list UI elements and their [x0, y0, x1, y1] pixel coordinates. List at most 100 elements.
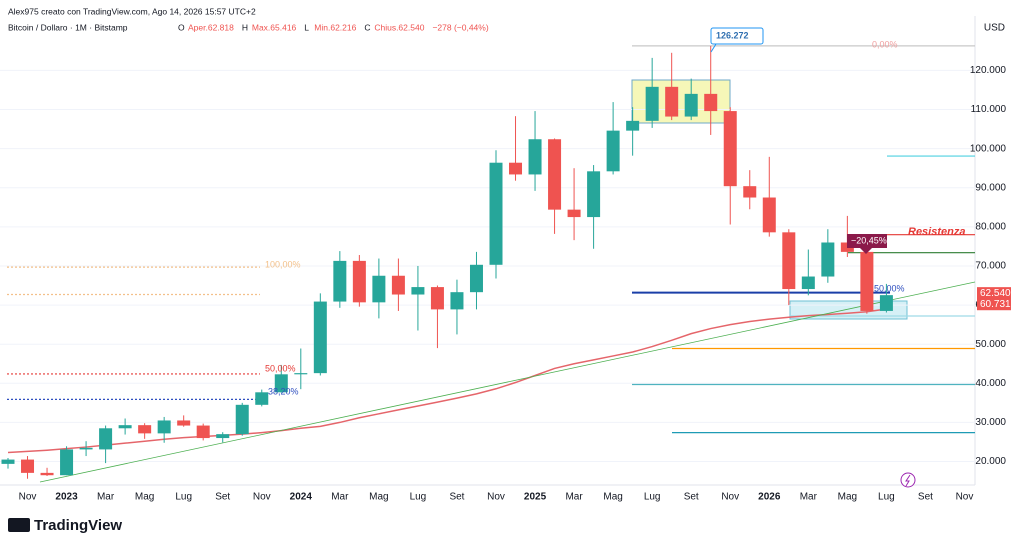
y-tick-label: 70.000 [975, 261, 1006, 272]
candle-body [430, 287, 444, 310]
candle-body [313, 301, 327, 374]
annotation: −20,45% [851, 235, 887, 245]
ohlc-value: Aper.62.818 [188, 22, 234, 32]
candle-body [743, 186, 757, 198]
plot [1, 45, 893, 479]
trendline [39, 281, 976, 483]
x-tick-label: Set [918, 492, 933, 503]
candle-body [391, 275, 405, 295]
ohlc-change: −278 (−0,44%) [432, 22, 488, 32]
candle-body [509, 162, 523, 175]
annotation: 50,00% [265, 363, 296, 373]
ohlc-value: Chius.62.540 [374, 22, 424, 32]
x-tick-label: Set [215, 492, 230, 503]
x-tick-label: Mar [331, 492, 349, 503]
candle-body [528, 139, 542, 175]
candle-body [704, 93, 718, 112]
annotation: 50,00% [874, 283, 905, 293]
candle-body [352, 260, 366, 303]
x-tick-label: Set [449, 492, 464, 503]
candle-body [99, 428, 113, 450]
candle-body [235, 404, 249, 435]
price-tag [977, 287, 1011, 300]
y-tick-label: 30.000 [975, 417, 1006, 428]
price-tag-label: 60.731 [980, 299, 1011, 310]
logo-mark [8, 518, 30, 532]
candle-body [1, 459, 15, 464]
callout-box [710, 27, 764, 45]
credit: Alex975 creato con TradingView.com, Ago … [8, 6, 256, 16]
price-tag-label: 62.540 [980, 288, 1011, 299]
y-tick-label: 40.000 [975, 378, 1006, 389]
x-tick-label: Mar [565, 492, 583, 503]
annotation: 0,00% [872, 39, 898, 49]
callout-pointer [710, 43, 717, 53]
x-tick-label: Mag [838, 492, 857, 503]
x-tick-label: Nov [253, 492, 271, 503]
x-tick-label: Mag [135, 492, 154, 503]
candle-body [606, 130, 620, 172]
x-tick-label: Nov [956, 492, 974, 503]
candle-body [255, 392, 269, 405]
annotation: 126.272 [716, 30, 749, 40]
y-tick-label: 100.000 [970, 143, 1007, 154]
x-tick-label: Lug [878, 492, 895, 503]
candle-body [196, 425, 210, 439]
ohlc-key: L [304, 22, 309, 32]
event-icon [905, 474, 911, 487]
annotation: Resistenza [908, 226, 965, 238]
candle-body [411, 287, 425, 295]
event-icon[interactable] [900, 472, 916, 488]
candle-body [216, 434, 230, 439]
candle-body [762, 197, 776, 233]
moving-average [7, 308, 887, 454]
x-tick-label: Lug [410, 492, 427, 503]
price-tag [977, 298, 1011, 311]
ohlc-key: C [364, 22, 370, 32]
change-tag [847, 234, 887, 248]
symbol: Bitcoin / Dollaro · 1M · Bitstamp [8, 22, 128, 32]
y-tick-label: 110.000 [971, 104, 1007, 115]
y-tick-label: 120.000 [970, 65, 1007, 76]
candle-body [801, 276, 815, 290]
candle-body [138, 425, 152, 434]
x-tick-label: Mag [603, 492, 622, 503]
x-tick-label: 2023 [55, 492, 78, 503]
x-tick-label: Mar [800, 492, 818, 503]
candle-body [450, 292, 464, 310]
y-tick-label: 90.000 [975, 182, 1006, 193]
candle-body [274, 374, 288, 393]
x-tick-label: Lug [175, 492, 192, 503]
x-tick-label: Nov [721, 492, 739, 503]
candle-body [177, 420, 191, 426]
x-tick-label: 2024 [290, 492, 313, 503]
x-tick-label: 2026 [758, 492, 781, 503]
candle-body [60, 449, 74, 476]
candle-body [79, 447, 93, 450]
candle-body [118, 425, 132, 429]
ohlc-key: O [178, 22, 185, 32]
candle-body [587, 171, 601, 218]
candle-body [684, 93, 698, 117]
candle-body [294, 373, 308, 375]
axis-unit: USD [984, 23, 1005, 34]
candle-body [782, 232, 796, 290]
candle-body [879, 295, 893, 311]
x-tick-label: Mar [97, 492, 115, 503]
candle-body [821, 242, 835, 277]
candle-body [372, 275, 386, 303]
candle-body [665, 86, 679, 117]
annotation: 38,20% [268, 386, 299, 396]
candle-body [860, 251, 874, 311]
candle-body [40, 472, 54, 476]
ohlc-readout: O Aper.62.818 H Max.65.416 L Min.62.216 C Chius… [178, 22, 489, 32]
x-tick-label: Nov [19, 492, 37, 503]
candle-body [567, 209, 581, 218]
ohlc-value: Min.62.216 [314, 22, 356, 32]
y-tick-label: 80.000 [975, 221, 1006, 232]
candle-body [548, 139, 562, 210]
candle-body [626, 120, 640, 131]
candle-body [723, 111, 737, 187]
